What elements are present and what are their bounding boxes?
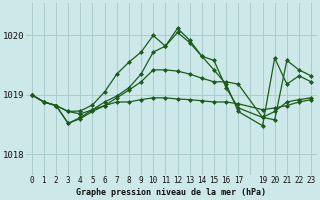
X-axis label: Graphe pression niveau de la mer (hPa): Graphe pression niveau de la mer (hPa) xyxy=(76,188,267,197)
